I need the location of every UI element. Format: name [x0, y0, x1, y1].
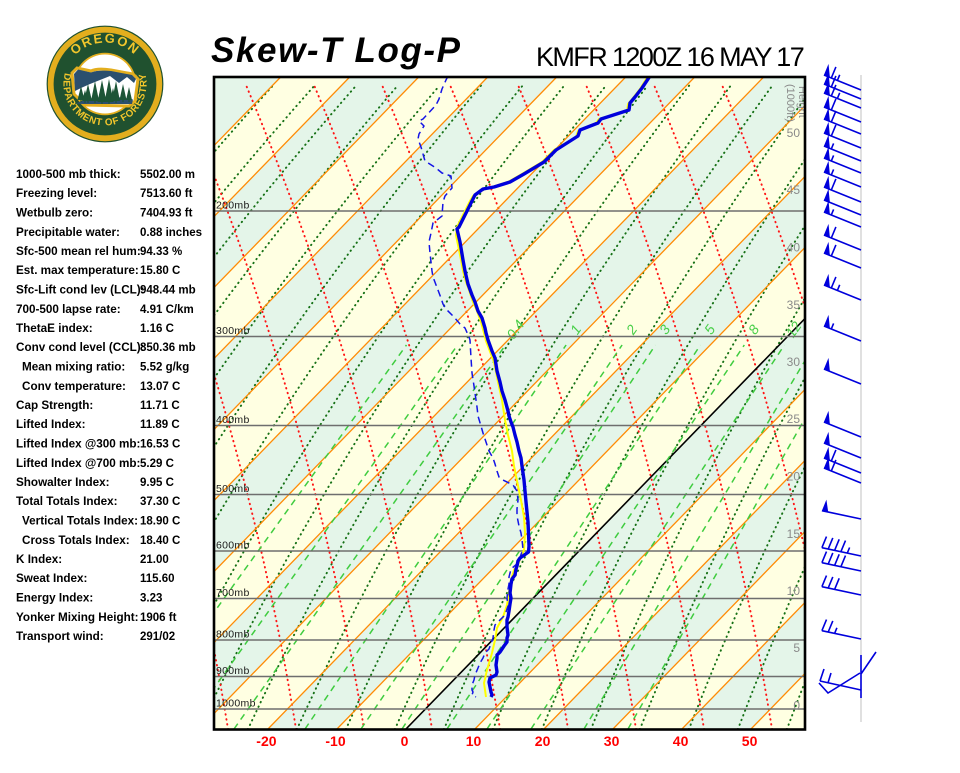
svg-text:Sfc-Lift cond lev (LCL):: Sfc-Lift cond lev (LCL): [16, 284, 145, 297]
svg-text:13.07 C: 13.07 C [140, 381, 180, 393]
svg-text:4.91 C/km: 4.91 C/km [140, 304, 194, 316]
svg-text:11.89 C: 11.89 C [140, 419, 180, 431]
svg-text:7513.60 ft: 7513.60 ft [140, 188, 193, 200]
svg-text:18.90 C: 18.90 C [140, 516, 180, 528]
svg-text:Vertical Totals Index:: Vertical Totals Index: [22, 515, 138, 528]
svg-text:Cap Strength:: Cap Strength: [16, 399, 93, 412]
svg-text:Conv cond level (CCL):: Conv cond level (CCL): [16, 341, 145, 354]
svg-text:37.30 C: 37.30 C [140, 496, 180, 508]
svg-text:45: 45 [787, 183, 801, 197]
svg-text:-20: -20 [256, 733, 276, 749]
svg-text:Wetbulb zero:: Wetbulb zero: [16, 207, 93, 220]
svg-text:10: 10 [787, 584, 801, 598]
svg-text:50: 50 [742, 733, 758, 749]
svg-text:291/02: 291/02 [140, 631, 175, 643]
svg-text:5.52 g/kg: 5.52 g/kg [140, 362, 189, 374]
svg-text:1906 ft: 1906 ft [140, 612, 177, 624]
svg-text:850.36 mb: 850.36 mb [140, 342, 196, 354]
svg-text:Conv temperature:: Conv temperature: [22, 380, 126, 393]
svg-text:(1000ft): (1000ft) [784, 84, 796, 122]
svg-text:30: 30 [787, 355, 801, 369]
svg-text:10: 10 [466, 733, 482, 749]
svg-text:15.80 C: 15.80 C [140, 265, 180, 277]
svg-text:50: 50 [787, 126, 801, 140]
svg-text:7404.93 ft: 7404.93 ft [140, 208, 193, 220]
svg-text:0.88 inches: 0.88 inches [140, 227, 202, 239]
svg-text:Precipitable water:: Precipitable water: [16, 226, 120, 239]
svg-text:Cross Totals Index:: Cross Totals Index: [22, 534, 130, 547]
svg-text:20: 20 [787, 470, 801, 484]
svg-text:3.23: 3.23 [140, 593, 162, 605]
svg-text:Showalter Index:: Showalter Index: [16, 476, 110, 489]
svg-text:Lifted Index @700 mb:: Lifted Index @700 mb: [16, 457, 140, 470]
svg-text:9.95 C: 9.95 C [140, 477, 174, 489]
svg-text:0: 0 [401, 733, 409, 749]
svg-text:800mb: 800mb [216, 629, 250, 641]
svg-text:20: 20 [535, 733, 551, 749]
svg-text:K Index:: K Index: [16, 553, 62, 566]
svg-text:94.33 %: 94.33 % [140, 246, 182, 258]
svg-text:11.71 C: 11.71 C [140, 400, 180, 412]
svg-text:700mb: 700mb [216, 587, 250, 599]
svg-text:30: 30 [604, 733, 620, 749]
svg-text:Freezing level:: Freezing level: [16, 187, 97, 200]
svg-text:ThetaE index:: ThetaE index: [16, 322, 93, 335]
svg-text:18.40 C: 18.40 C [140, 535, 180, 547]
svg-text:200mb: 200mb [216, 200, 250, 212]
svg-text:115.60: 115.60 [140, 573, 175, 585]
svg-text:Est. max temperature:: Est. max temperature: [16, 264, 139, 277]
svg-text:Sweat Index:: Sweat Index: [16, 572, 87, 585]
svg-text:400mb: 400mb [216, 414, 250, 426]
svg-text:600mb: 600mb [216, 540, 250, 552]
svg-text:Yonker Mixing Height:: Yonker Mixing Height: [16, 611, 139, 624]
svg-text:16.53 C: 16.53 C [140, 439, 180, 451]
svg-text:1000mb: 1000mb [216, 698, 256, 710]
svg-text:40: 40 [787, 241, 801, 255]
svg-text:900mb: 900mb [216, 665, 250, 677]
svg-text:Skew-T Log-P: Skew-T Log-P [211, 31, 462, 70]
svg-text:35: 35 [787, 298, 801, 312]
svg-text:700-500 lapse rate:: 700-500 lapse rate: [16, 303, 121, 316]
svg-text:Sfc-500 mean rel hum:: Sfc-500 mean rel hum: [16, 245, 141, 258]
svg-text:1.16 C: 1.16 C [140, 323, 174, 335]
svg-text:15: 15 [787, 527, 801, 541]
svg-text:5502.00 m: 5502.00 m [140, 169, 195, 181]
svg-text:Energy Index:: Energy Index: [16, 592, 93, 605]
svg-text:1000-500 mb thick:: 1000-500 mb thick: [16, 168, 121, 181]
svg-text:Mean mixing ratio:: Mean mixing ratio: [22, 361, 125, 374]
svg-text:Total Totals Index:: Total Totals Index: [16, 495, 118, 508]
svg-text:5.29 C: 5.29 C [140, 458, 174, 470]
svg-text:948.44 mb: 948.44 mb [140, 285, 196, 297]
svg-text:21.00: 21.00 [140, 554, 169, 566]
svg-text:Lifted Index:: Lifted Index: [16, 418, 85, 431]
svg-text:0: 0 [793, 699, 800, 713]
svg-text:25: 25 [787, 412, 801, 426]
svg-text:500mb: 500mb [216, 483, 250, 495]
svg-text:5: 5 [793, 641, 800, 655]
svg-text:Transport wind:: Transport wind: [16, 630, 104, 643]
svg-text:Lifted Index @300 mb:: Lifted Index @300 mb: [16, 438, 140, 451]
svg-text:KMFR 1200Z 16 MAY 17: KMFR 1200Z 16 MAY 17 [536, 42, 804, 72]
svg-text:300mb: 300mb [216, 325, 250, 337]
svg-text:-10: -10 [325, 733, 345, 749]
svg-text:40: 40 [673, 733, 689, 749]
